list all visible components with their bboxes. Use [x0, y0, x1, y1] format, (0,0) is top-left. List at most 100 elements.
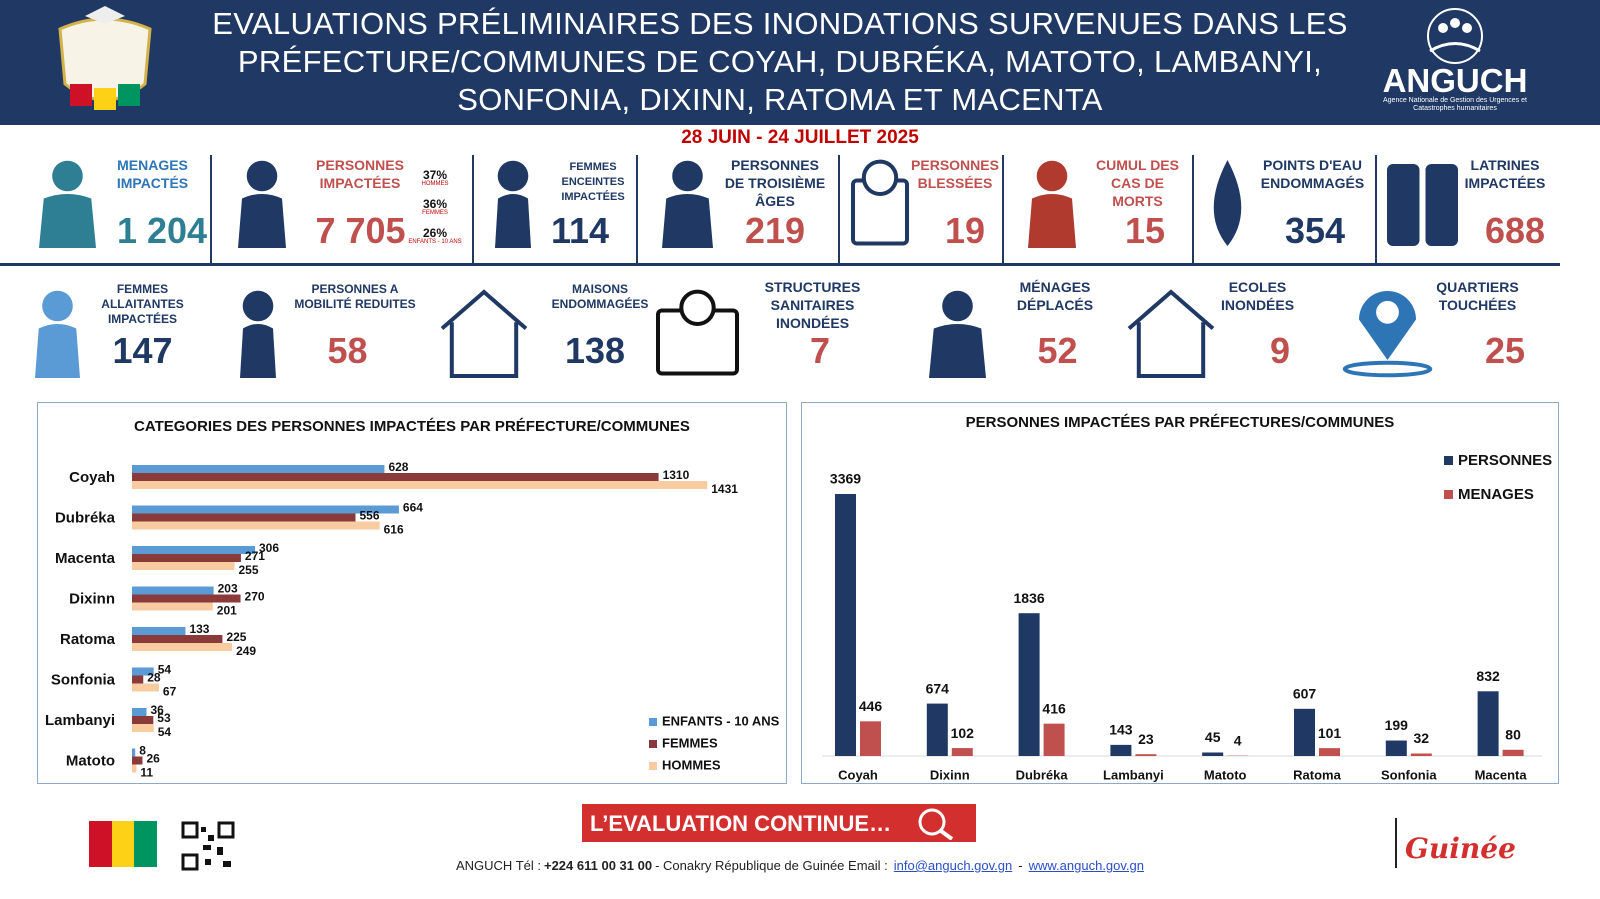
bar [132, 473, 659, 481]
bar [132, 724, 154, 732]
coat-of-arms [58, 6, 152, 110]
bar [132, 546, 256, 554]
category-label: Matoto [66, 752, 115, 769]
stat-value: 7 705 [315, 210, 406, 251]
data-label: 225 [226, 630, 246, 644]
stat-value: 1 204 [116, 210, 208, 251]
category-label: Coyah [69, 469, 115, 486]
data-label: 271 [245, 549, 265, 563]
stat-divider [1192, 155, 1194, 263]
bar [132, 562, 235, 570]
stat-value: 58 [327, 330, 368, 371]
stat-value: 25 [1484, 330, 1526, 371]
stat-value: 52 [1037, 330, 1078, 371]
category-label: Matoto [1204, 767, 1247, 782]
category-label: Dixinn [930, 767, 970, 782]
data-label: 1431 [711, 482, 738, 496]
stat-label: PERSONNES IMPACTÉES [316, 157, 404, 191]
data-label: 832 [1476, 668, 1500, 684]
bar [1477, 691, 1499, 756]
data-label: 54 [158, 725, 172, 739]
bar [132, 521, 380, 530]
bar [1018, 613, 1040, 756]
breakdown-pct: 37% [422, 168, 448, 182]
data-label: 3369 [830, 471, 861, 487]
data-label: 628 [388, 460, 408, 474]
legend-label: ENFANTS - 10 ANS [662, 713, 780, 728]
bar [132, 748, 136, 757]
logo-subtitle: Agence Nationale de Gestion des Urgences… [1383, 97, 1527, 112]
breakdown-pct: 26% [422, 226, 448, 240]
category-label: Ratoma [1293, 767, 1341, 782]
chart-title: CATEGORIES DES PERSONNES IMPACTÉES PAR P… [134, 418, 690, 435]
stat-value: 688 [1484, 210, 1546, 251]
category-label: Dubréka [1016, 767, 1069, 782]
data-label: 306 [259, 541, 279, 555]
stat-divider [838, 155, 840, 263]
stat-label: FEMMES ALLAITANTES IMPACTÉES [101, 282, 184, 326]
contact-prefix: ANGUCH Tél : [455, 858, 541, 873]
data-label: 8 [139, 744, 146, 758]
bar [132, 586, 214, 595]
data-label: 28 [147, 671, 161, 685]
stat-label: POINTS D'EAU ENDOMMAGÉS [1260, 157, 1365, 191]
data-label: 54 [158, 663, 172, 677]
legend-swatch [649, 740, 657, 748]
data-label: 255 [239, 563, 259, 577]
stat-divider [210, 155, 212, 263]
data-label: 664 [403, 501, 423, 515]
bar [132, 716, 154, 724]
bar [132, 554, 241, 562]
date: 28 JUIN - 24 JUILLET 2025 [681, 127, 919, 148]
stat-label: MÉNAGES DÉPLACÉS [1016, 279, 1094, 313]
stat-value: 114 [550, 210, 610, 251]
category-label: Lambanyi [1103, 767, 1164, 782]
bar [132, 675, 144, 684]
email-link[interactable]: info@anguch.gov.gn [893, 858, 1013, 873]
stat-value: 354 [1284, 210, 1346, 251]
phone: +224 611 00 31 00 [543, 858, 653, 873]
stat-label: PERSONNES A MOBILITÉ REDUITES [294, 282, 416, 311]
bar [132, 635, 223, 643]
banner-text: L’EVALUATION CONTINUE… [590, 811, 892, 836]
title-line: SONFONIA, DIXINN, RATOMA ET MACENTA [457, 82, 1103, 117]
icon [440, 289, 528, 378]
stat-divider [1002, 155, 1004, 263]
bar [1135, 754, 1157, 756]
legend-label: PERSONNES [1458, 452, 1552, 469]
stat-label: MENAGES IMPACTÉS [116, 157, 189, 191]
data-label: 23 [1138, 731, 1154, 747]
bar [132, 481, 708, 489]
header: EVALUATIONS PRÉLIMINAIRES DES INONDATION… [0, 0, 1600, 125]
icon [1213, 160, 1242, 246]
data-label: 446 [859, 698, 883, 714]
stat-label: QUARTIERS TOUCHÉES [1436, 279, 1519, 313]
data-label: 53 [157, 711, 171, 725]
legend-label: FEMMES [662, 735, 718, 750]
bar [1410, 753, 1432, 756]
data-label: 201 [217, 604, 237, 618]
data-label: 416 [1042, 700, 1066, 716]
separator: - [1018, 858, 1023, 873]
stat-label: LATRINES IMPACTÉES [1464, 157, 1546, 191]
bar [1202, 752, 1224, 756]
data-label: 199 [1385, 717, 1409, 733]
bar [132, 708, 147, 716]
chart-panel: CATEGORIES DES PERSONNES IMPACTÉES PAR P… [37, 402, 787, 784]
bar [1294, 708, 1315, 756]
website-link[interactable]: www.anguch.gov.gn [1028, 858, 1144, 873]
chart: PERSONNES IMPACTÉES PAR PRÉFECTURES/COMM… [822, 414, 1552, 782]
stat-label: PERSONNES DE TROISIÈME ÂGES [724, 157, 826, 209]
icon [662, 160, 713, 248]
stat-value: 219 [744, 210, 806, 251]
data-label: 607 [1293, 685, 1317, 701]
icon [851, 159, 909, 246]
data-label: 32 [1414, 730, 1430, 746]
chart: CATEGORIES DES PERSONNES IMPACTÉES PAR P… [45, 418, 780, 780]
bar [132, 764, 137, 773]
bar [132, 505, 399, 514]
data-label: 67 [163, 685, 177, 699]
bar [1502, 749, 1524, 756]
data-label: 36 [150, 703, 164, 717]
